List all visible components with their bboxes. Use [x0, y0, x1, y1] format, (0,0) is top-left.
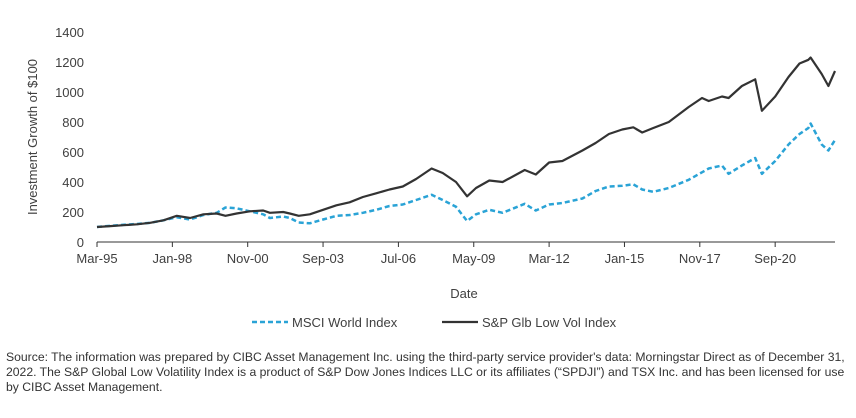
- x-tick-label: Mar-12: [529, 251, 570, 266]
- y-tick-label: 1000: [55, 85, 84, 100]
- y-tick-label: 0: [77, 235, 84, 250]
- y-tick-label: 600: [62, 145, 84, 160]
- y-tick-label: 400: [62, 175, 84, 190]
- x-axis: Mar-95 Jan-98 Nov-00 Sep-03 Jul-06 May-09 Mar-…: [76, 241, 835, 301]
- y-axis: 0 200 400 600 800 1000 1200 1400 Investment Gro…: [25, 25, 84, 250]
- y-axis-title: Investment Growth of $100: [25, 59, 40, 215]
- x-tick-label: Jul-06: [381, 251, 416, 266]
- legend: MSCI World Index S&P Glb Low Vol Index: [252, 315, 617, 330]
- legend-label: MSCI World Index: [292, 315, 398, 330]
- x-tick-label: Sep-03: [302, 251, 344, 266]
- x-tick-label: Jan-98: [152, 251, 192, 266]
- x-tick-label: Nov-00: [227, 251, 269, 266]
- x-tick-label: Mar-95: [76, 251, 117, 266]
- x-tick-label: Sep-20: [754, 251, 796, 266]
- x-tick-label: Jan-15: [605, 251, 645, 266]
- series-line-msci-world: [96, 122, 837, 229]
- x-axis-title: Date: [450, 286, 477, 301]
- line-chart: Mar-95 Jan-98 Nov-00 Sep-03 Jul-06 May-09 Mar-…: [25, 25, 837, 330]
- x-tick-label: May-09: [452, 251, 495, 266]
- series-line-sp-glb-low-vol: [96, 56, 837, 229]
- y-tick-label: 800: [62, 115, 84, 130]
- legend-label: S&P Glb Low Vol Index: [482, 315, 617, 330]
- y-tick-label: 200: [62, 205, 84, 220]
- plot-area: [96, 56, 837, 229]
- source-note: Source: The information was prepared by …: [6, 350, 845, 394]
- y-tick-label: 1200: [55, 55, 84, 70]
- x-tick-label: Nov-17: [679, 251, 721, 266]
- y-tick-label: 1400: [55, 25, 84, 40]
